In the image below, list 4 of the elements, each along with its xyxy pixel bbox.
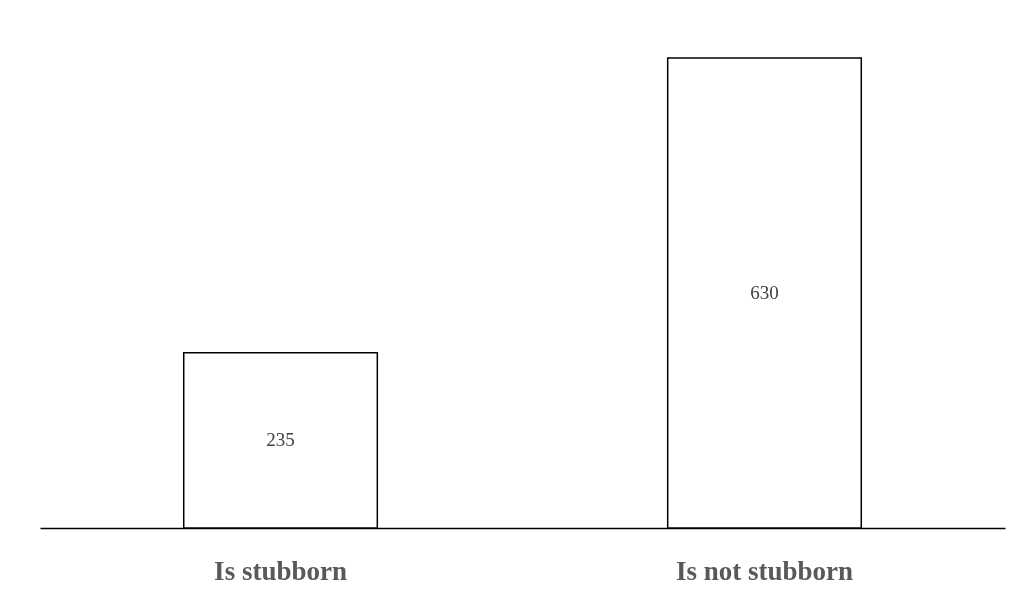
x-tick-label: Is stubborn	[214, 555, 347, 586]
data-label: 630	[750, 281, 779, 303]
data-label: 235	[266, 429, 295, 451]
x-tick-label: Is not stubborn	[675, 555, 854, 586]
